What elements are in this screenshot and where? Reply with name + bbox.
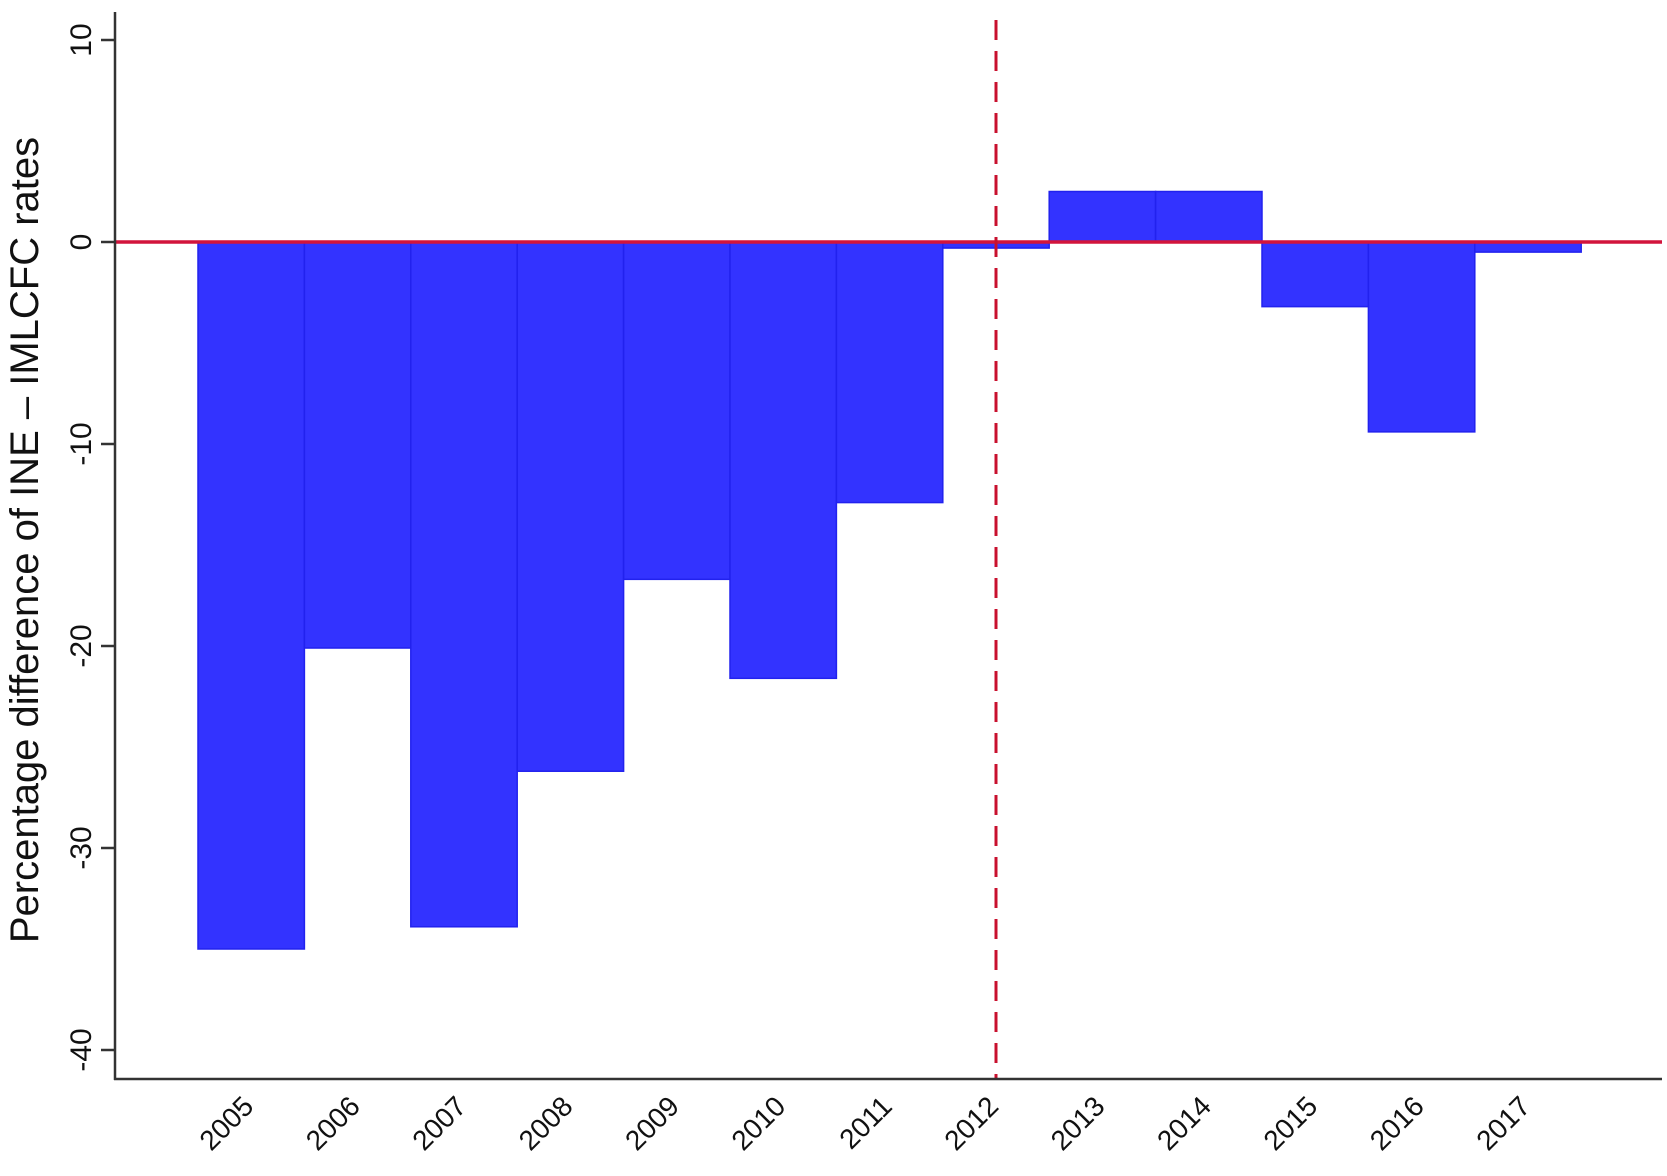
bar-2010	[729, 241, 838, 680]
bar-2009	[622, 241, 731, 581]
x-tick-label-2009: 2009	[619, 1090, 685, 1156]
x-tick-label-2014: 2014	[1151, 1090, 1217, 1156]
x-tick-label-2005: 2005	[193, 1090, 259, 1156]
bar-2014	[1154, 190, 1263, 243]
y-tick-label: 0	[65, 234, 98, 251]
x-tick-label-2010: 2010	[725, 1090, 791, 1156]
bar-2007	[410, 241, 518, 928]
y-ticks: 10 0 -10 -20 -30 -40	[65, 23, 115, 1072]
bar-2006	[303, 241, 412, 649]
bar-2011	[835, 241, 944, 504]
y-axis-label: Percentage difference of INE – IMLCFC ra…	[3, 137, 47, 943]
bar-2016	[1367, 241, 1476, 433]
bar-2015	[1261, 241, 1370, 308]
x-tick-label-2008: 2008	[513, 1090, 579, 1156]
y-tick-label: 10	[65, 23, 98, 56]
x-ticks: 2005 2006 2007 2008 2009 2010 2011 2012 2013 2014…	[193, 1090, 1536, 1156]
x-tick-label-2016: 2016	[1364, 1090, 1430, 1156]
x-tick-label-2015: 2015	[1257, 1090, 1323, 1156]
bar-2013	[1048, 190, 1157, 243]
bars-group	[197, 190, 1582, 950]
x-tick-label-2011: 2011	[833, 1090, 898, 1155]
x-tick-label-2012: 2012	[938, 1090, 1004, 1156]
x-tick-label-2017: 2017	[1470, 1090, 1536, 1156]
bar-2005	[197, 241, 306, 950]
y-tick-label: -20	[65, 624, 98, 667]
x-tick-label-2013: 2013	[1045, 1090, 1111, 1156]
x-tick-label-2006: 2006	[300, 1090, 366, 1156]
y-tick-label: -40	[65, 1028, 98, 1071]
bar-2008	[516, 241, 625, 772]
y-tick-label: -10	[65, 422, 98, 465]
y-tick-label: -30	[65, 826, 98, 869]
x-tick-label-2007: 2007	[406, 1090, 472, 1156]
